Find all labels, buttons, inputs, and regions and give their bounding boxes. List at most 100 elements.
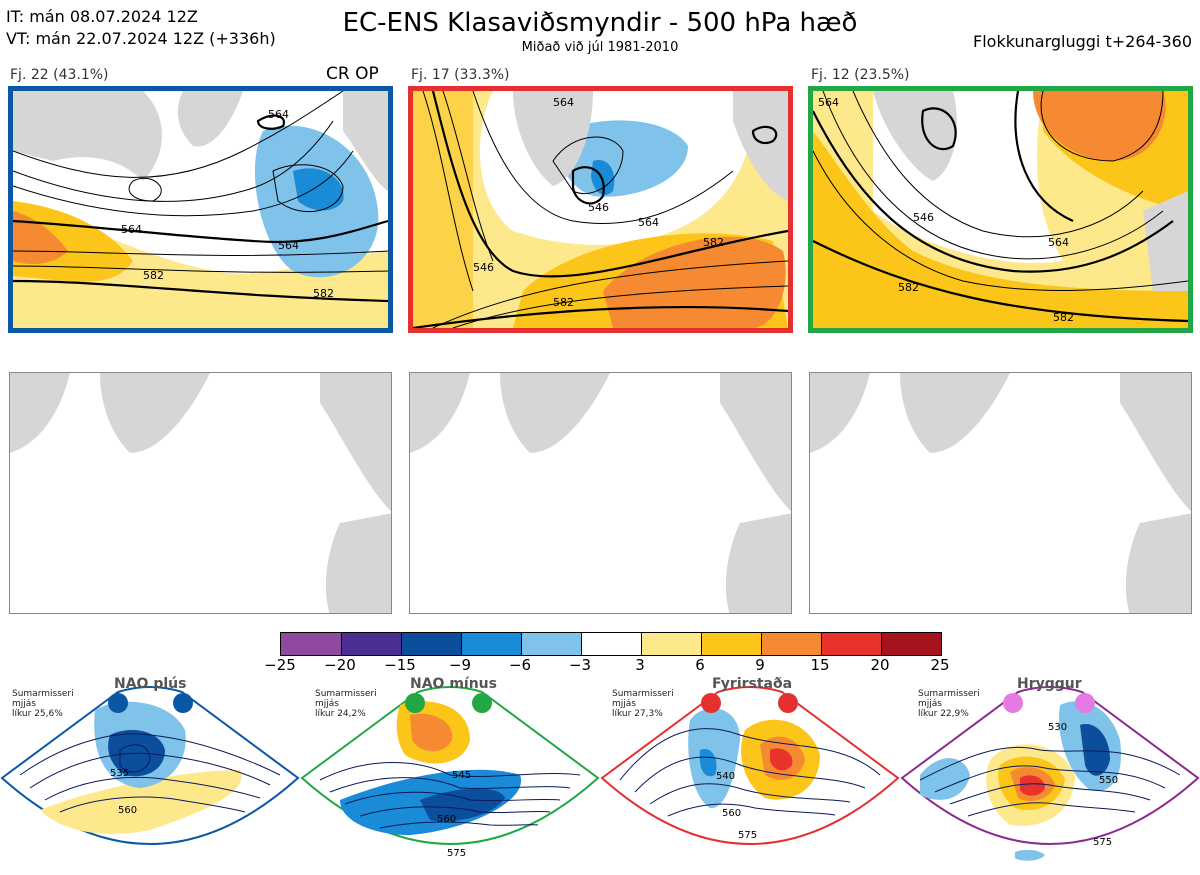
regime-3-name: Fyrirstaða [712,676,793,692]
regime-4-info: Sumarmisseri mjjás líkur 22,9% [918,689,980,719]
colorbar-swatch [761,633,821,655]
regime-4-dot-left-icon [1003,693,1023,713]
base-map-3 [809,372,1192,614]
colorbar-tick-label: 20 [870,656,890,674]
contour-label: 546 [913,211,934,224]
contour-label: 564 [638,216,659,229]
contour-label: 546 [473,261,494,274]
regime-2-prob: líkur 24,2% [315,709,366,719]
init-time: IT: mán 08.07.2024 12Z [6,7,198,26]
regime-contour-label: 530 [1048,722,1068,733]
page-subtitle: Miðað við júl 1981-2010 [521,40,679,55]
colorbar-swatch [881,633,941,655]
regime-3-info: Sumarmisseri mjjás líkur 27,3% [612,689,674,719]
valid-time: VT: mán 22.07.2024 12Z (+336h) [6,29,276,48]
regime-2-fit: mjjás [315,699,339,709]
cluster-2-map[interactable]: 546 546 564 564 582 582 [408,86,793,333]
cluster-1-label: Fj. 22 (43.1%) [10,67,109,83]
colorbar-tick-label: −15 [384,656,416,674]
contour-label: 582 [1053,311,1074,324]
cluster-3-map[interactable]: 546 564 564 582 582 [808,86,1193,333]
regime-contour-label: 560 [437,814,457,825]
colorbar-tick-label: −9 [448,656,472,674]
regime-3-fit: mjjás [612,699,636,709]
colorbar-tick-label: −20 [324,656,356,674]
regime-1-info: Sumarmisseri mjjás líkur 25,6% [12,689,74,719]
regime-1-fit: mjjás [12,699,36,709]
contour-label: 564 [818,96,839,109]
cluster-3-label: Fj. 12 (23.5%) [811,67,910,83]
colorbar-tick-label: −3 [568,656,592,674]
regime-1-dot-right-icon [173,693,193,713]
contour-label: 564 [1048,236,1069,249]
colorbar-swatch [461,633,521,655]
regime-3-dot-left-icon [701,693,721,713]
regime-4-prob: líkur 22,9% [918,709,969,719]
colorbar-tick-label: 25 [930,656,950,674]
contour-label: 582 [703,236,724,249]
regime-1-prob: líkur 25,6% [12,709,63,719]
regime-contour-label: 575 [1093,837,1113,848]
regime-3-dot-right-icon [778,693,798,713]
regime-4-name: Hryggur [1017,676,1082,692]
colorbar-swatch [641,633,701,655]
colorbar-swatch [701,633,761,655]
contour-label: 582 [553,296,574,309]
contour-label: 564 [268,108,289,121]
contour-label: 582 [313,287,334,300]
page-title: EC-ENS Klasaviðsmyndir - 500 hPa hæð [342,8,858,38]
colorbar-swatch [281,633,341,655]
regime-contour-label: 545 [452,770,472,781]
regime-4-dot-right-icon [1075,693,1095,713]
regime-1-season: Sumarmisseri [12,689,74,699]
colorbar-swatch [401,633,461,655]
colorbar-tick-label: 3 [635,656,645,674]
regime-4-fit: mjjás [918,699,942,709]
colorbar-swatch [581,633,641,655]
regime-row [0,680,1200,871]
regime-contour-label: 560 [722,808,742,819]
contour-label: 564 [278,239,299,252]
regime-contour-label: 540 [716,771,736,782]
contour-label: 582 [898,281,919,294]
cluster-2-label: Fj. 17 (33.3%) [411,67,510,83]
base-map-1 [9,372,392,614]
cluster-window: Flokkunargluggi t+264-360 [973,32,1192,51]
regime-1-dot-left-icon [108,693,128,713]
colorbar-tick-label: 15 [810,656,830,674]
regime-nao-plus [0,686,300,845]
header-dates: IT: mán 08.07.2024 12Z VT: mán 22.07.202… [6,6,276,50]
colorbar-swatch [521,633,581,655]
regime-contour-label: 575 [738,830,758,841]
contour-label: 564 [553,96,574,109]
colorbar-tick-label: −25 [264,656,296,674]
regime-contour-label: 560 [118,805,138,816]
contour-label: 546 [588,201,609,214]
regime-contour-label: 535 [110,768,130,779]
regime-nao-minus [300,686,600,845]
contour-label: 564 [121,223,142,236]
regime-1-name: NAO plús [114,676,187,692]
colorbar-tick-label: 6 [695,656,705,674]
regime-contour-label: 575 [447,848,467,859]
cluster-1-map[interactable]: 564 564 564 582 582 [8,86,393,333]
regime-2-dot-left-icon [405,693,425,713]
regime-3-prob: líkur 27,3% [612,709,663,719]
regime-blocking [600,686,900,845]
regime-ridge [900,686,1200,861]
colorbar-tick-label: −6 [508,656,532,674]
base-map-2 [409,372,792,614]
regime-2-info: Sumarmisseri mjjás líkur 24,2% [315,689,377,719]
regime-contour-label: 550 [1099,775,1119,786]
regime-2-season: Sumarmisseri [315,689,377,699]
colorbar [280,632,942,656]
contour-label: 582 [143,269,164,282]
colorbar-swatch [341,633,401,655]
regime-2-dot-right-icon [472,693,492,713]
regime-3-season: Sumarmisseri [612,689,674,699]
cluster-1-tag: CR OP [326,64,379,84]
colorbar-swatch [821,633,881,655]
regime-4-season: Sumarmisseri [918,689,980,699]
regime-2-name: NAO mínus [410,676,497,692]
colorbar-tick-label: 9 [755,656,765,674]
